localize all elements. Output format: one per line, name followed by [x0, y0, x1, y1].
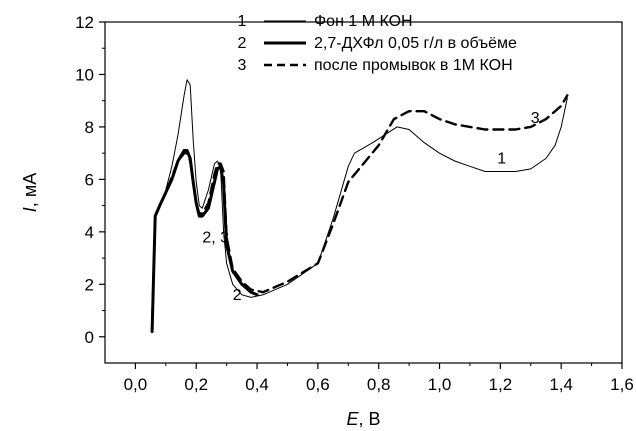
annotations: 1 2, 3 2 3 — [202, 110, 539, 304]
x-axis-title: E, В — [346, 409, 380, 429]
legend-number: 2 — [238, 35, 247, 52]
legend-label: после промывок в 1М КОН — [314, 57, 513, 74]
legend-number: 1 — [238, 13, 247, 30]
series-layer — [150, 79, 569, 333]
x-tick-label: 0,8 — [367, 375, 391, 394]
x-tick-label: 1,2 — [489, 375, 513, 394]
x-tick-label: 0,6 — [306, 375, 330, 394]
legend-number: 3 — [238, 57, 247, 74]
legend-label: 2,7-ДХФл 0,05 г/л в объёме — [314, 35, 517, 52]
y-axis-unit: , мА — [20, 173, 40, 207]
series-1-line — [151, 79, 568, 330]
x-tick-label: 1,4 — [549, 375, 573, 394]
y-tick-label: 4 — [85, 223, 94, 242]
plot-frame — [104, 21, 623, 364]
curve-annotation: 3 — [531, 110, 540, 127]
y-tick-label: 10 — [75, 65, 94, 84]
x-tick-label: 0,0 — [124, 375, 148, 394]
x-axis-unit: , В — [359, 409, 381, 429]
y-tick-label: 8 — [85, 118, 94, 137]
legend-label: Фон 1 М КОН — [314, 13, 413, 30]
y-axis-var: I — [20, 207, 40, 212]
curve-annotation: 1 — [497, 151, 506, 168]
x-tick-label: 1,0 — [428, 375, 452, 394]
x-tick-label: 0,2 — [184, 375, 208, 394]
x-tick-label: 1,6 — [610, 375, 634, 394]
y-axis-title: I, мА — [20, 173, 40, 212]
y-tick-label: 2 — [85, 275, 94, 294]
series-3-line — [150, 94, 569, 331]
y-tick-label: 12 — [75, 13, 94, 32]
legend: 1 Фон 1 М КОН 2 2,7-ДХФл 0,05 г/л в объёме 3… — [238, 13, 517, 74]
y-tick-label: 6 — [85, 170, 94, 189]
x-axis-var: E — [346, 409, 359, 429]
curve-annotation: 2, 3 — [202, 229, 229, 246]
y-tick-label: 0 — [85, 328, 94, 347]
curve-annotation: 2 — [233, 287, 242, 304]
x-tick-label: 0,4 — [245, 375, 269, 394]
